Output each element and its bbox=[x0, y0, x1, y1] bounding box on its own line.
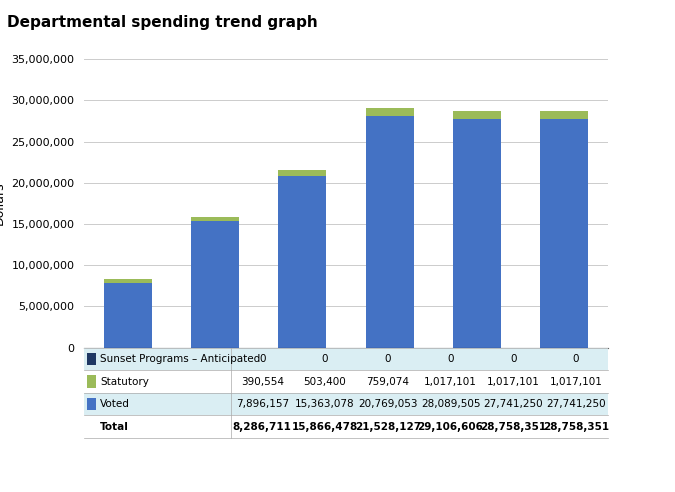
Text: 1,017,101: 1,017,101 bbox=[549, 376, 603, 387]
Text: Statutory: Statutory bbox=[100, 376, 149, 387]
Bar bbox=[87, 398, 97, 410]
Text: 0: 0 bbox=[573, 354, 579, 364]
Bar bbox=[540, 119, 588, 348]
Text: 15,866,478: 15,866,478 bbox=[292, 422, 358, 431]
Text: 759,074: 759,074 bbox=[367, 376, 409, 387]
Bar bbox=[104, 282, 152, 348]
Bar bbox=[453, 119, 501, 348]
Bar bbox=[278, 177, 326, 348]
Bar bbox=[84, 348, 608, 370]
Text: 27,741,250: 27,741,250 bbox=[546, 399, 606, 409]
Text: 0: 0 bbox=[448, 354, 454, 364]
Bar bbox=[191, 217, 239, 221]
Text: 21,528,127: 21,528,127 bbox=[355, 422, 421, 431]
Bar bbox=[87, 353, 97, 365]
Text: 0: 0 bbox=[385, 354, 391, 364]
Bar bbox=[84, 393, 608, 415]
Text: Total: Total bbox=[100, 422, 129, 431]
Text: Sunset Programs – Anticipated: Sunset Programs – Anticipated bbox=[100, 354, 261, 364]
Bar bbox=[84, 370, 608, 393]
Bar bbox=[87, 375, 97, 388]
Bar bbox=[278, 170, 326, 177]
Text: 28,758,351: 28,758,351 bbox=[481, 422, 546, 431]
Text: 29,106,606: 29,106,606 bbox=[418, 422, 483, 431]
Text: 1,017,101: 1,017,101 bbox=[487, 376, 540, 387]
Text: 15,363,078: 15,363,078 bbox=[295, 399, 355, 409]
Text: 20,769,053: 20,769,053 bbox=[358, 399, 418, 409]
Bar bbox=[84, 415, 608, 438]
Text: 0: 0 bbox=[259, 354, 265, 364]
Bar bbox=[191, 221, 239, 348]
Text: 0: 0 bbox=[322, 354, 328, 364]
Bar bbox=[366, 108, 414, 116]
Text: 28,089,505: 28,089,505 bbox=[421, 399, 481, 409]
Text: Departmental spending trend graph: Departmental spending trend graph bbox=[7, 15, 317, 30]
Text: 7,896,157: 7,896,157 bbox=[236, 399, 289, 409]
Text: 503,400: 503,400 bbox=[304, 376, 346, 387]
Bar bbox=[540, 111, 588, 119]
Y-axis label: Dollars: Dollars bbox=[0, 182, 6, 225]
Text: Voted: Voted bbox=[100, 399, 130, 409]
Text: 28,758,351: 28,758,351 bbox=[543, 422, 609, 431]
Text: 390,554: 390,554 bbox=[241, 376, 284, 387]
Bar bbox=[453, 111, 501, 119]
Bar bbox=[104, 279, 152, 282]
Bar bbox=[366, 116, 414, 348]
Text: 27,741,250: 27,741,250 bbox=[483, 399, 543, 409]
Text: 1,017,101: 1,017,101 bbox=[424, 376, 477, 387]
Text: 0: 0 bbox=[510, 354, 516, 364]
Text: 8,286,711: 8,286,711 bbox=[233, 422, 292, 431]
